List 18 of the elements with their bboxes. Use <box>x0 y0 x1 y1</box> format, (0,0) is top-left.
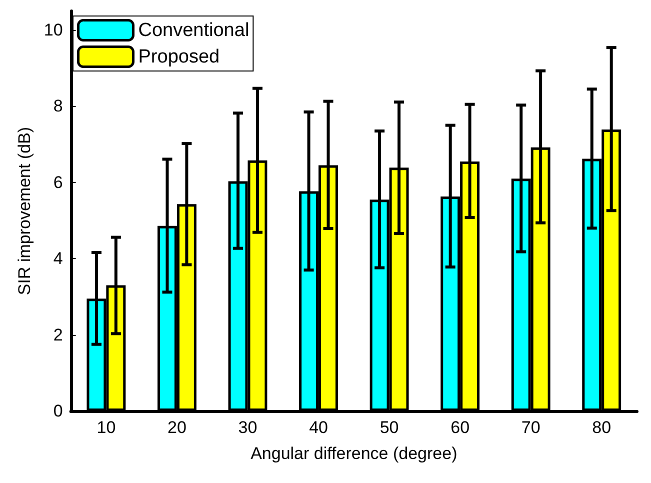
legend-label: Proposed <box>138 46 220 68</box>
y-tick-label: 6 <box>53 172 63 192</box>
x-tick-label: 60 <box>450 418 470 437</box>
x-tick-label: 80 <box>592 418 612 437</box>
x-tick-label: 30 <box>238 418 258 437</box>
x-tick-label: 20 <box>168 418 186 437</box>
x-axis-title: Angular difference (degree) <box>250 444 458 463</box>
y-tick-label: 4 <box>53 249 63 268</box>
x-tick-label: 50 <box>380 418 399 437</box>
y-tick-label: 2 <box>53 325 63 344</box>
y-axis-title: SIR improvement (dB) <box>15 126 34 296</box>
x-tick-label: 70 <box>521 418 540 437</box>
legend-label: Conventional <box>138 20 250 41</box>
x-tick-label: 10 <box>96 418 116 437</box>
y-tick-label: 10 <box>44 20 63 40</box>
y-tick-label: 0 <box>53 402 63 420</box>
y-tick-label: 8 <box>53 96 63 116</box>
x-tick-label: 40 <box>309 418 328 437</box>
